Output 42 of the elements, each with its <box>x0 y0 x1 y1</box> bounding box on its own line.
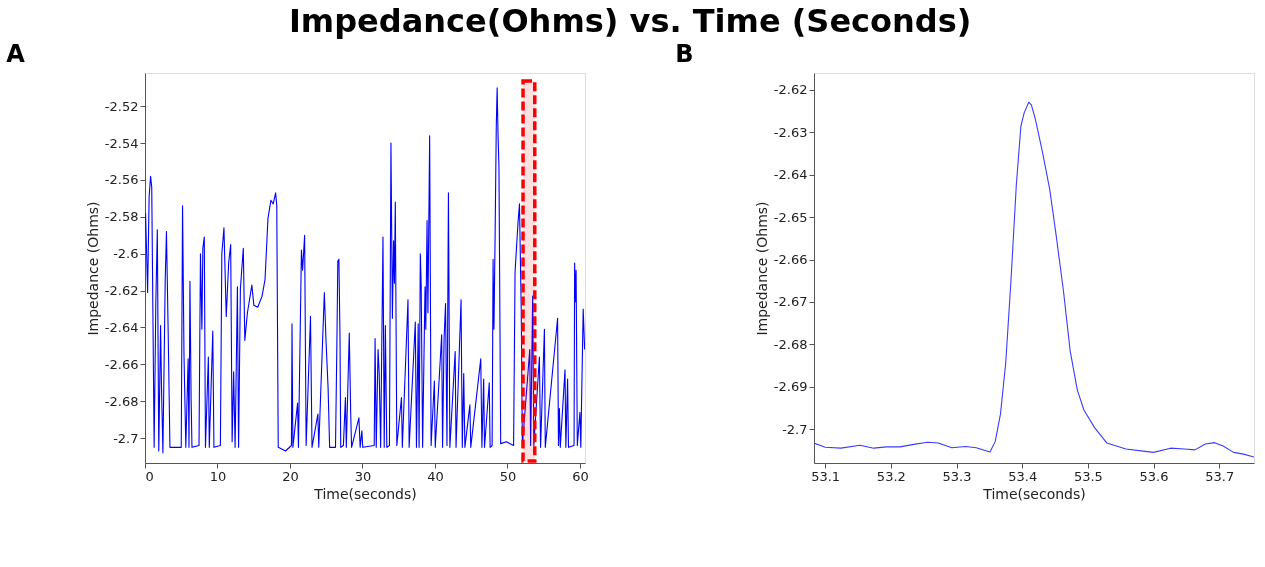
y-tick-label: -2.7 <box>782 421 808 437</box>
x-tick-label: 53.5 <box>1073 468 1103 484</box>
x-tick-label: 53.2 <box>876 468 906 484</box>
text: B <box>675 40 694 68</box>
y-tick-label: -2.58 <box>104 209 139 225</box>
x-tick-label: 40 <box>427 468 444 484</box>
x-axis-title: Time(seconds) <box>982 485 1086 502</box>
y-tick-label: -2.65 <box>773 209 808 225</box>
y-tick-label: -2.56 <box>104 172 139 188</box>
y-tick-label: -2.67 <box>773 294 808 310</box>
y-tick-label: -2.66 <box>104 356 139 372</box>
y-tick-label: -2.64 <box>104 319 139 335</box>
y-tick-label: -2.69 <box>773 379 808 395</box>
x-tick-label: 53.4 <box>1008 468 1038 484</box>
y-tick-label: -2.52 <box>104 98 139 114</box>
chart-title: Impedance(Ohms) vs. Time (Seconds) <box>288 1 972 40</box>
line-series <box>814 101 1254 458</box>
y-tick-label: -2.68 <box>104 393 139 409</box>
y-tick-label: -2.62 <box>104 283 139 299</box>
text: A <box>6 40 26 68</box>
x-tick-label: 60 <box>572 468 589 484</box>
x-tick-label: 53.3 <box>942 468 972 484</box>
x-tick-label: 30 <box>354 468 372 484</box>
y-axis-title: Impedance (Ohms) <box>84 201 101 336</box>
y-tick-label: -2.64 <box>773 167 808 183</box>
x-tick-label: 53.1 <box>811 468 841 484</box>
x-tick-label: 53.7 <box>1205 468 1235 484</box>
x-tick-label: 53.6 <box>1139 468 1169 484</box>
line-series <box>145 87 585 454</box>
x-tick-label: 20 <box>282 468 299 484</box>
x-tick-label: 10 <box>209 468 227 484</box>
y-tick-label: -2.54 <box>104 135 139 151</box>
y-tick-label: -2.62 <box>773 82 808 98</box>
y-axis-title: Impedance (Ohms) <box>753 201 770 336</box>
y-tick-label: -2.63 <box>773 124 808 140</box>
y-tick-label: -2.66 <box>773 252 808 268</box>
y-tick-label: -2.7 <box>113 430 139 446</box>
x-axis-title: Time(seconds) <box>313 485 417 502</box>
x-tick-label: 50 <box>499 468 517 484</box>
x-tick-label: 0 <box>145 468 154 484</box>
y-tick-label: -2.6 <box>113 246 139 262</box>
y-tick-label: -2.68 <box>773 336 808 352</box>
